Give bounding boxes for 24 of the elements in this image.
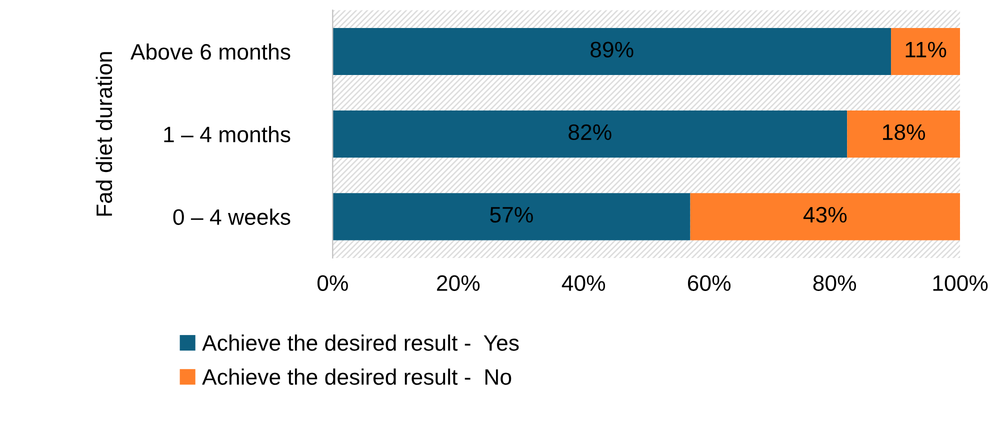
y-tick-label: 1 – 4 months <box>164 126 290 142</box>
legend-label: Achieve the desired result - No <box>202 368 512 385</box>
data-label: 11% <box>906 42 946 58</box>
y-tick-label: 0 – 4 weeks <box>173 208 290 225</box>
data-label: 82% <box>568 124 612 140</box>
bar <box>332 28 892 76</box>
data-label: 57% <box>490 207 533 223</box>
bar <box>891 28 960 76</box>
y-tick-label: Above 6 months <box>130 43 290 60</box>
bar <box>690 193 960 240</box>
x-tick-label: 20% <box>437 275 480 291</box>
x-tick-label: 40% <box>562 275 606 291</box>
x-tick-label: 100% <box>933 275 988 291</box>
bar <box>332 110 848 158</box>
x-tick-label: 0% <box>317 275 348 291</box>
bar <box>332 193 690 240</box>
data-label: 18% <box>883 124 926 140</box>
legend-label: Achieve the desired result - Yes <box>202 334 519 351</box>
data-label: 89% <box>590 42 634 58</box>
y-axis-title: Fad diet duration <box>96 52 112 216</box>
x-tick-label: 80% <box>813 275 856 291</box>
data-label: 43% <box>803 206 847 223</box>
bar <box>847 110 960 158</box>
x-tick-label: 60% <box>688 275 731 291</box>
